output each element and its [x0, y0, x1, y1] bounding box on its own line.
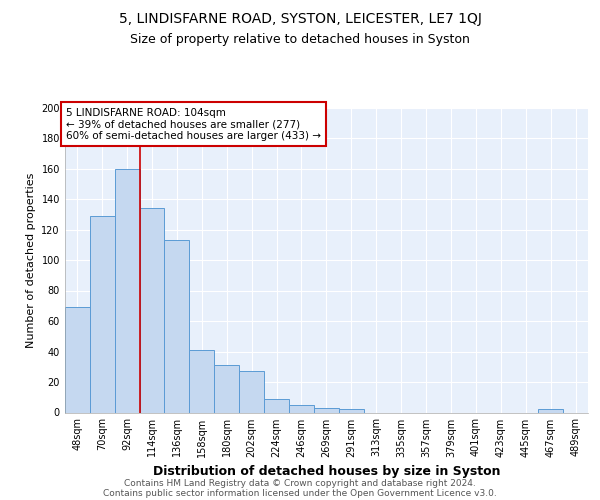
Bar: [339, 410, 364, 412]
Y-axis label: Number of detached properties: Number of detached properties: [26, 172, 36, 348]
Bar: [289, 405, 314, 412]
Bar: [314, 408, 339, 412]
Text: Size of property relative to detached houses in Syston: Size of property relative to detached ho…: [130, 32, 470, 46]
Bar: [239, 372, 264, 412]
Bar: [65, 308, 90, 412]
Bar: [190, 350, 214, 412]
Bar: [214, 365, 239, 412]
Text: 5, LINDISFARNE ROAD, SYSTON, LEICESTER, LE7 1QJ: 5, LINDISFARNE ROAD, SYSTON, LEICESTER, …: [119, 12, 481, 26]
Bar: [140, 208, 164, 412]
X-axis label: Distribution of detached houses by size in Syston: Distribution of detached houses by size …: [152, 465, 500, 478]
Text: 5 LINDISFARNE ROAD: 104sqm
← 39% of detached houses are smaller (277)
60% of sem: 5 LINDISFARNE ROAD: 104sqm ← 39% of deta…: [66, 108, 321, 140]
Bar: [115, 168, 140, 412]
Bar: [90, 216, 115, 412]
Bar: [264, 399, 289, 412]
Text: Contains public sector information licensed under the Open Government Licence v3: Contains public sector information licen…: [103, 488, 497, 498]
Bar: [164, 240, 190, 412]
Bar: [538, 410, 563, 412]
Text: Contains HM Land Registry data © Crown copyright and database right 2024.: Contains HM Land Registry data © Crown c…: [124, 478, 476, 488]
